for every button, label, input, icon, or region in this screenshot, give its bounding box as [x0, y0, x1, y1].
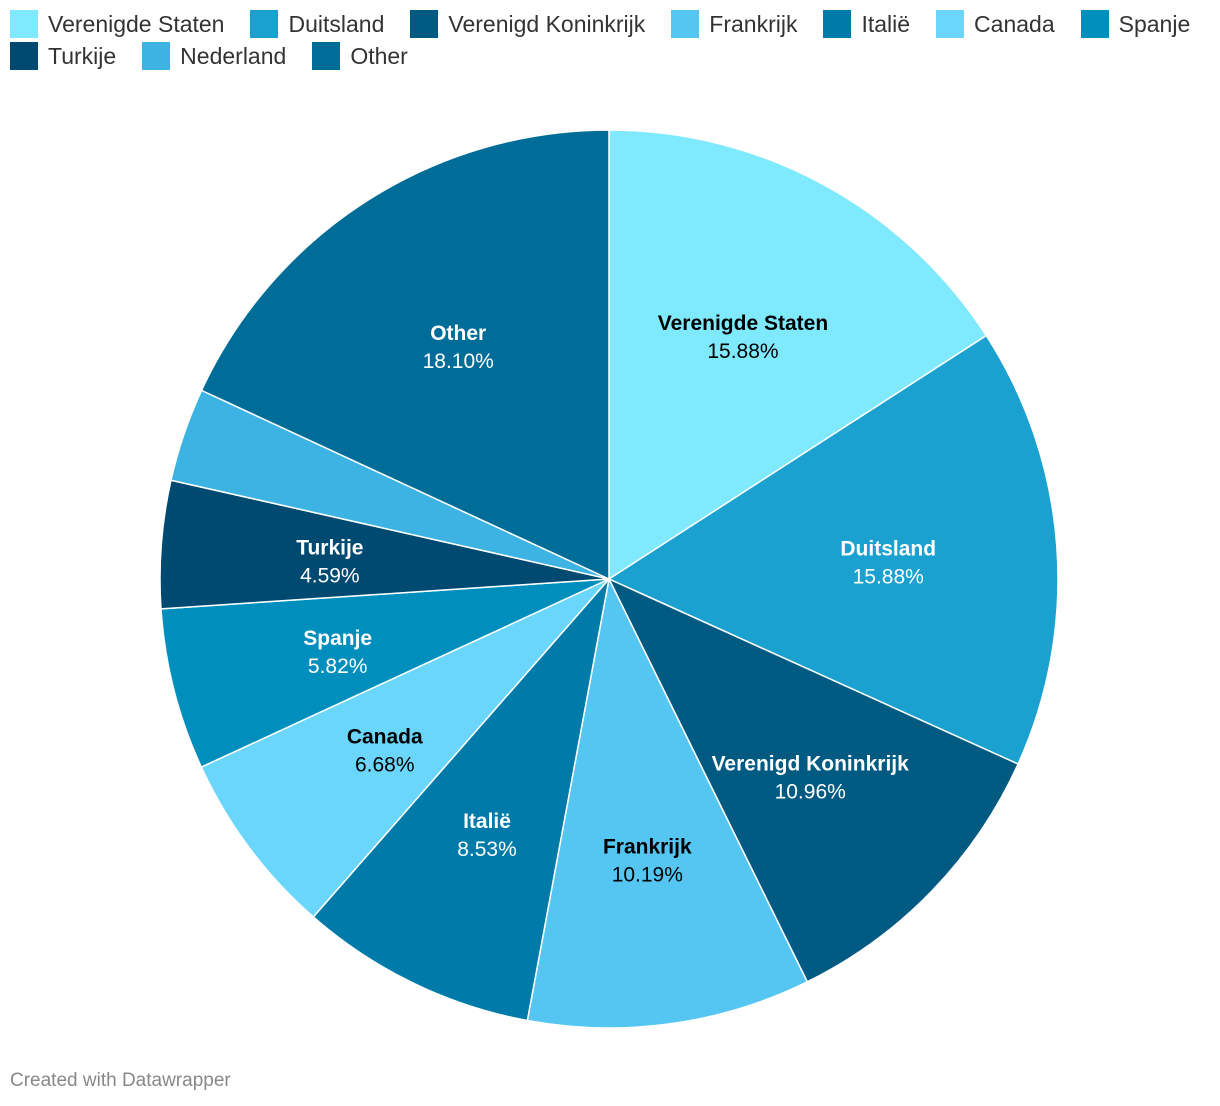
slice-label-frankrijk: Frankrijk 10.19% [603, 835, 692, 886]
legend-label: Nederland [180, 42, 287, 69]
slice-value: 10.19% [612, 863, 683, 886]
legend-label: Duitsland [288, 10, 385, 37]
legend-swatch [823, 10, 852, 38]
slice-value: 10.96% [775, 781, 846, 804]
legend-item-italie: Italië [823, 10, 910, 38]
legend-label: Turkije [48, 42, 117, 69]
legend-label: Canada [974, 10, 1055, 37]
slice-value: 8.53% [457, 838, 517, 861]
legend-swatch [671, 10, 700, 38]
pie-slice-spanje [160, 578, 610, 768]
slice-name: Turkije [296, 536, 363, 559]
slice-value: 18.10% [423, 350, 494, 373]
slice-name: Verenigd Koninkrijk [712, 753, 910, 776]
pie-slice-canada [200, 578, 610, 918]
pie-slice-frankrijk [526, 578, 809, 1029]
slice-name: Other [430, 322, 486, 345]
legend-item-verenigde-staten: Verenigde Staten [10, 10, 224, 38]
slice-value: 6.68% [355, 754, 415, 777]
legend-swatch [250, 10, 279, 38]
slice-label-other: Other 18.10% [423, 322, 494, 373]
chart-legend: Verenigde Staten Duitsland Verenigd Konink… [10, 8, 1215, 72]
legend-item-spanje: Spanje [1080, 10, 1191, 38]
legend-label: Verenigd Koninkrijk [448, 10, 646, 37]
legend-swatch [1080, 10, 1109, 38]
slice-value: 5.82% [308, 655, 368, 678]
slice-name: Italië [463, 810, 511, 833]
slice-label-italie: Italië 8.53% [457, 810, 517, 861]
legend-item-frankrijk: Frankrijk [671, 10, 797, 38]
slice-label-turkije: Turkije 4.59% [296, 536, 363, 587]
legend-item-turkije: Turkije [10, 42, 116, 70]
legend-row: Turkije Nederland Other [10, 40, 1215, 72]
pie-slice-duitsland [608, 334, 1059, 765]
legend-swatch [312, 42, 341, 70]
slice-value: 4.59% [300, 564, 360, 587]
legend-item-duitsland: Duitsland [250, 10, 384, 38]
legend-item-nederland: Nederland [142, 42, 286, 70]
slice-label-verenigde-staten: Verenigde Staten 15.88% [658, 312, 828, 363]
legend-swatch [10, 42, 38, 70]
legend-item-canada: Canada [936, 10, 1055, 38]
legend-label: Other [350, 42, 408, 69]
legend-label: Verenigde Staten [48, 10, 225, 37]
pie-slice-italie [312, 578, 610, 1022]
legend-swatch [410, 10, 439, 38]
legend-swatch [936, 10, 965, 38]
legend-item-other: Other [312, 42, 408, 70]
legend-item-verenigd-koninkrijk: Verenigd Koninkrijk [410, 10, 645, 38]
slice-value: 15.88% [853, 565, 924, 588]
legend-swatch [142, 42, 171, 70]
legend-swatch [10, 10, 38, 38]
slice-name: Duitsland [840, 537, 936, 560]
pie-slice-verenigd-koninkrijk [608, 578, 1019, 983]
slice-name: Spanje [303, 627, 372, 650]
slice-label-canada: Canada 6.68% [347, 726, 423, 777]
legend-label: Spanje [1118, 10, 1191, 37]
slice-label-spanje: Spanje 5.82% [303, 627, 372, 678]
slice-label-verenigd-koninkrijk: Verenigd Koninkrijk 10.96% [712, 753, 910, 804]
legend-label: Frankrijk [709, 10, 798, 37]
slice-name: Frankrijk [603, 835, 692, 858]
slice-value: 15.88% [707, 340, 778, 363]
slice-name: Verenigde Staten [658, 312, 828, 335]
slice-label-duitsland: Duitsland 15.88% [840, 537, 936, 588]
legend-row: Verenigde Staten Duitsland Verenigd Konink… [10, 8, 1215, 40]
slice-name: Canada [347, 726, 423, 749]
pie-slice-verenigde-staten [608, 129, 988, 580]
legend-label: Italië [861, 10, 911, 37]
pie-slice-other [200, 129, 610, 580]
datawrapper-credit: Created with Datawrapper [10, 1070, 231, 1091]
pie-chart: Verenigde Staten 15.88%Duitsland 15.88%Ver… [159, 129, 1059, 1029]
